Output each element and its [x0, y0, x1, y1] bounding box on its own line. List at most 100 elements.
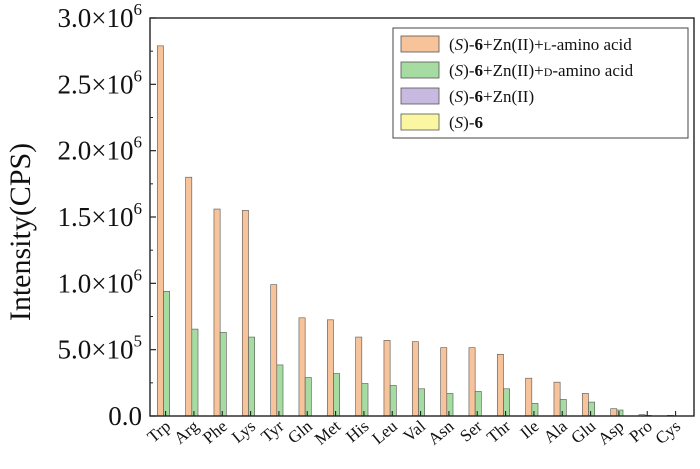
legend-label-part: S: [455, 61, 464, 80]
bar-asp-series-1: [610, 408, 618, 417]
x-tick-label-arg: Arg: [170, 416, 203, 448]
y-tick-label: 1.5×106: [58, 199, 142, 232]
bar-thr-series-1: [496, 354, 504, 417]
x-tick-label-glu: Glu: [567, 416, 599, 447]
y-tick-exponent: 5: [134, 332, 143, 351]
legend: (S)-6+Zn(II)+L-amino acid(S)-6+Zn(II)+D-…: [392, 27, 689, 139]
legend-label-part: )-: [463, 87, 475, 106]
y-tick-mantissa: 0.0: [108, 401, 142, 431]
bar-trp-series-2: [163, 290, 170, 417]
bar-ser-series-2: [474, 391, 482, 417]
plot-frame: [149, 17, 695, 417]
legend-swatch-2: [400, 61, 440, 79]
legend-label-part: L: [544, 39, 551, 53]
bar-val-series-2: [418, 388, 425, 417]
legend-label-part: 6: [475, 61, 484, 80]
legend-label-part: (: [449, 87, 455, 106]
y-tick-mantissa: 5.0×10: [58, 335, 134, 365]
bar-arg-series-1: [185, 176, 193, 417]
bar-met-series-2: [333, 373, 340, 417]
legend-label-part: +Zn(II): [483, 87, 534, 106]
y-axis-label: Intensity(CPS): [4, 143, 37, 321]
legend-label-part: -amino acid: [552, 61, 633, 80]
x-tick-label-asp: Asp: [594, 417, 627, 449]
bar-trp-series-1: [156, 45, 164, 417]
bar-gln-series-1: [298, 317, 306, 417]
legend-swatch-3: [400, 87, 440, 105]
bar-gln-series-2: [304, 377, 312, 417]
x-tick-label-pro: Pro: [626, 417, 656, 447]
x-tick-label-leu: Leu: [368, 416, 401, 448]
x-tick-label-thr: Thr: [483, 416, 514, 447]
x-tick-label-cys: Cys: [652, 417, 684, 449]
bar-ala-series-2: [559, 399, 567, 417]
bar-tyr-series-2: [276, 364, 284, 417]
x-tick-label-his: His: [342, 417, 372, 447]
legend-label-part: -amino acid: [551, 35, 632, 54]
y-tick-mantissa: 3.0×10: [58, 3, 134, 33]
bar-asn-series-2: [446, 393, 454, 417]
bar-phe-series-1: [213, 208, 221, 417]
x-tick-label-phe: Phe: [199, 417, 231, 448]
x-tick-label-val: Val: [400, 416, 430, 445]
y-axis-label-group: Intensity(CPS): [4, 143, 37, 321]
legend-box: [392, 27, 689, 139]
bar-leu-series-2: [389, 385, 397, 417]
legend-label-2: (S)-6+Zn(II)+D-amino acid: [449, 61, 634, 80]
y-tick-label: 2.5×106: [58, 66, 142, 99]
y-tick-mantissa: 1.5×10: [58, 202, 134, 232]
y-tick-label: 3.0×106: [58, 0, 142, 33]
y-tick-mantissa: 2.5×10: [58, 69, 134, 99]
legend-swatch-1: [400, 35, 440, 53]
y-axis-ticks: 0.05.0×1051.0×1061.5×1062.0×1062.5×1063.…: [58, 0, 156, 431]
bar-phe-series-2: [219, 332, 227, 417]
y-tick-exponent: 6: [134, 133, 143, 152]
bar-ile-series-2: [531, 403, 539, 417]
bars-layer: [156, 45, 680, 417]
y-tick-exponent: 6: [134, 199, 143, 218]
legend-label-part: D: [544, 65, 553, 79]
legend-label-part: (: [449, 61, 455, 80]
bar-tyr-series-1: [270, 284, 278, 417]
y-tick-label: 1.0×106: [58, 265, 142, 298]
y-tick-exponent: 6: [134, 66, 143, 85]
bar-glu-series-1: [581, 393, 589, 417]
bar-glu-series-2: [588, 401, 595, 417]
bar-ala-series-1: [553, 381, 561, 417]
x-tick-label-lys: Lys: [228, 417, 259, 447]
legend-label-part: 6: [475, 113, 484, 132]
x-tick-label-ser: Ser: [456, 416, 486, 445]
legend-label-part: )-: [463, 61, 475, 80]
bar-thr-series-2: [503, 388, 510, 417]
bar-val-series-1: [411, 341, 419, 417]
legend-label-part: +Zn(II)+: [483, 61, 544, 80]
bar-arg-series-2: [191, 328, 199, 417]
bar-his-series-2: [361, 383, 369, 417]
bar-asn-series-1: [440, 347, 448, 417]
bar-leu-series-1: [383, 340, 391, 417]
x-tick-label-trp: Trp: [144, 417, 175, 447]
y-tick-exponent: 6: [134, 265, 143, 284]
legend-label-part: )-: [463, 113, 475, 132]
legend-label-part: (: [449, 113, 455, 132]
legend-label-part: 6: [475, 87, 484, 106]
x-tick-label-ala: Ala: [540, 416, 571, 447]
y-tick-exponent: 6: [134, 0, 143, 19]
x-tick-label-tyr: Tyr: [257, 416, 287, 446]
bar-lys-series-2: [248, 336, 255, 417]
legend-label-1: (S)-6+Zn(II)+L-amino acid: [449, 35, 632, 54]
legend-label-part: S: [455, 35, 464, 54]
x-tick-label-met: Met: [311, 416, 344, 448]
legend-swatch-4: [400, 113, 440, 131]
x-tick-label-gln: Gln: [284, 416, 316, 447]
y-tick-mantissa: 1.0×10: [58, 268, 134, 298]
y-tick-label: 2.0×106: [58, 133, 142, 166]
legend-label-part: S: [455, 113, 464, 132]
x-tick-label-ile: Ile: [517, 417, 543, 443]
legend-label-4: (S)-6: [449, 113, 483, 132]
legend-label-part: )-: [463, 35, 475, 54]
y-tick-label: 5.0×105: [58, 332, 142, 365]
legend-label-part: (: [449, 35, 455, 54]
legend-label-part: S: [455, 87, 464, 106]
